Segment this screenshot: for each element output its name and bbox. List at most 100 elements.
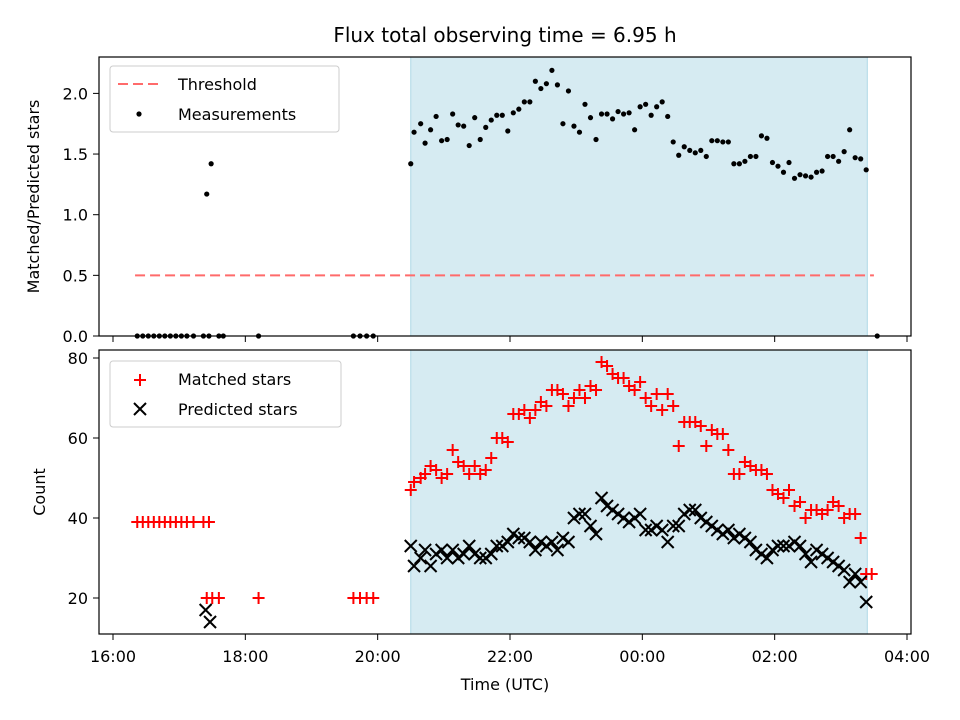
predicted-star-point — [512, 531, 526, 545]
bottom-x-tick-label: 22:00 — [487, 647, 533, 666]
measurement-point — [830, 153, 836, 160]
measurement-point — [549, 67, 555, 73]
measurement-point — [720, 139, 726, 145]
predicted-star-point — [495, 539, 509, 553]
measurement-point — [560, 121, 566, 127]
predicted-star-point — [716, 527, 730, 541]
legend-threshold-label: Threshold — [177, 75, 257, 94]
predicted-star-point — [434, 543, 449, 557]
predicted-star-point — [473, 551, 487, 565]
measurement-point — [521, 99, 527, 105]
predicted-star-point — [413, 551, 428, 565]
measurement-point — [538, 85, 544, 92]
predicted-star-point — [528, 543, 543, 557]
matched-star-point — [645, 400, 658, 412]
bottom-y-tick-label: 20 — [68, 589, 88, 608]
predicted-star-point — [782, 539, 796, 553]
predicted-star-point — [732, 527, 747, 541]
measurement-point — [825, 153, 831, 160]
measurement-point — [494, 112, 500, 118]
measurement-point — [598, 111, 605, 117]
measurement-point — [863, 167, 869, 173]
matched-star-point — [479, 464, 492, 476]
matched-star-point — [601, 360, 614, 372]
chart-title: Flux total observing time = 6.95 h — [333, 23, 676, 47]
predicted-star-point — [710, 523, 725, 537]
predicted-star-point — [826, 555, 840, 569]
top-legend-box — [109, 65, 340, 133]
x-axis-label: Time (UTC) — [460, 675, 549, 694]
predicted-star-point — [550, 543, 565, 557]
predicted-star-point — [539, 539, 554, 553]
measurement-point — [554, 82, 561, 88]
matched-star-point — [518, 404, 531, 416]
matched-star-point — [628, 384, 641, 396]
measurement-point — [620, 111, 627, 117]
measurement-point — [576, 129, 583, 135]
matched-star-point — [463, 468, 476, 480]
matched-star-point — [821, 504, 834, 516]
predicted-star-point — [611, 507, 625, 521]
top-shaded-interval — [410, 56, 868, 337]
predicted-star-point — [705, 519, 719, 533]
predicted-star-point — [445, 543, 460, 557]
measurement-point — [439, 138, 445, 144]
predicted-star-point — [517, 531, 532, 545]
measurement-point — [802, 173, 809, 179]
bottom-panel: 20 40 60 80 16:00 18:00 20:00 22:00 00:00 02:00 0… — [30, 349, 930, 694]
measurement-point — [532, 78, 538, 84]
matched-star-point — [783, 484, 796, 496]
matched-star-point — [634, 376, 647, 388]
predicted-star-point — [738, 531, 752, 545]
matched-star-point — [540, 400, 553, 412]
matched-star-point — [446, 444, 459, 456]
predicted-star-point — [468, 547, 482, 561]
measurement-point — [637, 104, 643, 110]
measurement-point — [472, 115, 478, 121]
predicted-star-point — [699, 515, 714, 529]
matched-star-point — [639, 392, 652, 404]
predicted-star-point — [853, 575, 868, 589]
predicted-star-point — [754, 547, 769, 561]
measurement-point — [527, 99, 533, 105]
matched-star-point — [556, 388, 569, 400]
bottom-marks — [131, 356, 878, 629]
predicted-star-point — [793, 539, 807, 553]
matched-star-point — [430, 464, 443, 476]
matched-star-point — [849, 508, 862, 520]
bottom-x-tick-label: 00:00 — [619, 647, 665, 666]
matched-star-point — [441, 468, 454, 480]
measurement-point — [643, 101, 649, 107]
predicted-star-point — [655, 523, 669, 537]
bottom-x-tick-label: 20:00 — [355, 647, 401, 666]
matched-star-point — [650, 388, 663, 400]
bottom-y-axis: 20 40 60 80 — [68, 349, 99, 608]
measurement-point — [571, 123, 577, 129]
matched-star-point — [252, 592, 265, 604]
predicted-star-point — [572, 507, 587, 521]
predicted-star-point — [859, 595, 873, 609]
top-x-ticks — [112, 336, 908, 342]
bottom-x-tick-label: 04:00 — [884, 647, 930, 666]
matched-star-point — [573, 384, 586, 396]
predicted-star-point — [666, 519, 680, 533]
predicted-star-point — [198, 603, 213, 617]
matched-star-point — [404, 484, 417, 496]
bottom-x-axis: 16:00 18:00 20:00 22:00 00:00 02:00 04:00 — [90, 634, 930, 666]
predicted-star-point — [787, 535, 802, 549]
matched-star-point — [578, 392, 591, 404]
top-legend: Threshold Measurements — [109, 65, 340, 133]
predicted-star-point — [501, 535, 515, 549]
predicted-star-point — [660, 535, 675, 549]
predicted-star-point — [556, 531, 570, 545]
measurement-point — [648, 112, 654, 118]
top-y-axis-label: Matched/Predicted stars — [24, 100, 43, 294]
measurement-point — [858, 156, 864, 162]
matched-star-point — [523, 412, 536, 424]
predicted-star-point — [727, 531, 741, 545]
measurement-point — [797, 172, 803, 178]
predicted-star-point — [523, 535, 537, 549]
predicted-star-point — [721, 523, 736, 537]
predicted-star-point — [418, 543, 432, 557]
measurement-point — [836, 158, 842, 164]
